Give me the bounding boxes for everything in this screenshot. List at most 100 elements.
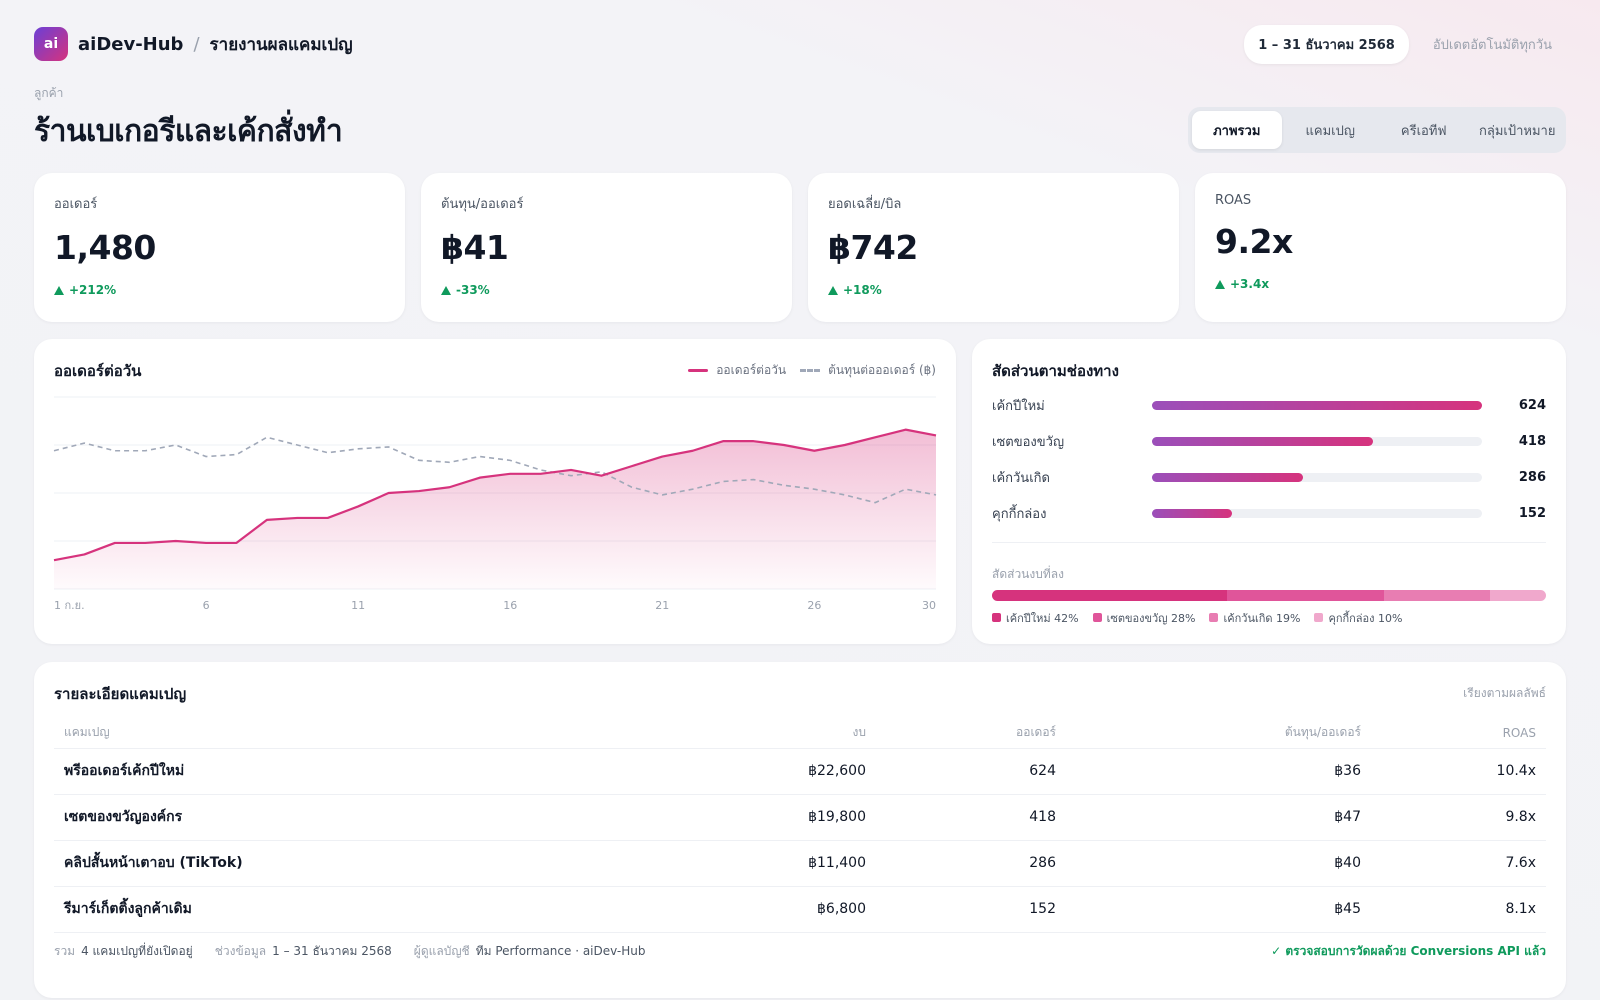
budget-segment[interactable] <box>1490 590 1546 601</box>
channel-bar <box>1152 400 1482 410</box>
kpi-label: ROAS <box>1215 193 1252 208</box>
cell-budget: ฿19,800 <box>736 794 876 841</box>
channel-row: เค้กวันเกิด 286 <box>992 469 1546 486</box>
tab-audiences[interactable]: กลุ่มเป้าหมาย <box>1479 123 1556 139</box>
tab-campaigns[interactable]: แคมเปญ <box>1305 123 1355 139</box>
x-tick-label: 16 <box>503 599 517 612</box>
footer-total-label: รวม <box>54 944 76 958</box>
budget-segment[interactable] <box>992 590 1228 601</box>
x-tick-label: 21 <box>655 599 669 612</box>
kpi-label: ต้นทุน/ออเดอร์ <box>441 197 524 212</box>
legend-swatch <box>992 613 1001 622</box>
legend-label: เค้กปีใหม่ 42% <box>1006 612 1079 625</box>
legend-label: คุกกี้กล่อง 10% <box>1328 612 1403 625</box>
kpi-card-orders: ออเดอร์ 1,480 +212% <box>34 173 405 322</box>
kpi-delta: +3.4x <box>1215 277 1546 291</box>
kpi-label: ยอดเฉลี่ย/บิล <box>828 197 902 212</box>
daily-orders-chart[interactable]: 1 ก.ย. 6 11 16 21 26 30 <box>34 339 956 644</box>
footer-range-label: ช่วงข้อมูล <box>214 944 267 958</box>
cell-orders: 286 <box>876 840 1066 887</box>
breadcrumb-page: รายงานผลแคมเปญ <box>209 34 353 55</box>
col-cost-per-order[interactable]: ต้นทุน/ออเดอร์ <box>1066 718 1371 749</box>
app-logo[interactable]: ai <box>34 27 68 61</box>
budget-stacked-bar[interactable] <box>992 590 1546 601</box>
legend-swatch-orders <box>688 369 709 372</box>
budget-legend-item: เซตของขวัญ 28% <box>1092 609 1196 627</box>
budget-legend-item: คุกกี้กล่อง 10% <box>1314 609 1402 627</box>
tab-creatives[interactable]: ครีเอทีฟ <box>1400 123 1447 139</box>
trend-up-icon <box>54 285 64 295</box>
channel-row: เค้กปีใหม่ 624 <box>992 397 1546 414</box>
x-tick-label: 30 <box>922 599 936 612</box>
date-range-picker[interactable]: 1 – 31 ธันวาคม 2568 <box>1244 24 1409 64</box>
budget-legend-item: เค้กวันเกิด 19% <box>1209 609 1300 627</box>
kpi-value: ฿41 <box>441 228 509 267</box>
cell-campaign: พรีออเดอร์เค้กปีใหม่ <box>54 748 736 795</box>
budget-legend-item: เค้กปีใหม่ 42% <box>992 609 1079 627</box>
table-row[interactable]: พรีออเดอร์เค้กปีใหม่ ฿22,600 624 ฿36 10.… <box>54 748 1546 795</box>
col-campaign[interactable]: แคมเปญ <box>54 718 736 749</box>
cell-orders: 152 <box>876 886 1066 933</box>
legend-cost: ต้นทุนต่อออเดอร์ (฿) <box>828 363 936 377</box>
table-row[interactable]: รีมาร์เก็ตติ้งลูกค้าเดิม ฿6,800 152 ฿45 … <box>54 886 1546 933</box>
col-budget[interactable]: งบ <box>736 718 876 749</box>
client-label: ลูกค้า <box>34 86 64 100</box>
view-tabs: ภาพรวม แคมเปญ ครีเอทีฟ กลุ่มเป้าหมาย <box>1188 107 1566 153</box>
table-row[interactable]: คลิปสั้นหน้าเตาอบ (TikTok) ฿11,400 286 ฿… <box>54 840 1546 887</box>
chart-title: ออเดอร์ต่อวัน <box>54 362 142 380</box>
chart-legend: ออเดอร์ต่อวัน ต้นทุนต่อออเดอร์ (฿) <box>688 361 936 380</box>
channel-bar <box>1152 508 1482 518</box>
col-orders[interactable]: ออเดอร์ <box>876 718 1066 749</box>
budget-legend: เค้กปีใหม่ 42% เซตของขวัญ 28% เค้กวันเกิด … <box>992 609 1546 627</box>
cost-per-order-line <box>53 436 937 504</box>
legend-orders: ออเดอร์ต่อวัน <box>716 363 787 377</box>
channel-bar-fill <box>1152 472 1304 482</box>
budget-segment[interactable] <box>1383 590 1491 601</box>
x-tick-label: 26 <box>807 599 821 612</box>
x-tick-label: 11 <box>351 599 365 612</box>
sort-control[interactable]: เรียงตามผลลัพธ์ <box>1463 686 1546 700</box>
campaign-table-card: รายละเอียดแคมเปญ เรียงตามผลลัพธ์ แคมเปญ … <box>34 662 1566 998</box>
table-title: รายละเอียดแคมเปญ <box>54 685 187 703</box>
verified-status: ✓ ตรวจสอบการวัดผลด้วย Conversions API แล… <box>1271 944 1546 958</box>
channel-value: 418 <box>1518 433 1546 449</box>
channel-title: สัดส่วนตามช่องทาง <box>992 362 1119 380</box>
channel-split-card: สัดส่วนตามช่องทาง เค้กปีใหม่ 624 เซตของข… <box>972 339 1566 644</box>
kpi-card-roas: ROAS 9.2x +3.4x <box>1195 173 1566 322</box>
cell-orders: 624 <box>876 748 1066 795</box>
kpi-value: ฿742 <box>828 228 918 267</box>
cell-roas: 10.4x <box>1371 748 1546 795</box>
channel-value: 286 <box>1518 469 1546 485</box>
legend-label: เซตของขวัญ 28% <box>1106 612 1196 625</box>
kpi-delta-value: +18% <box>843 283 882 297</box>
orders-line <box>53 428 937 562</box>
kpi-value: 1,480 <box>54 228 156 267</box>
auto-update-note: อัปเดตอัตโนมัติทุกวัน <box>1432 37 1552 53</box>
budget-segment[interactable] <box>1227 590 1384 601</box>
kpi-delta-value: +3.4x <box>1230 277 1270 291</box>
col-roas[interactable]: ROAS <box>1371 718 1546 749</box>
orders-area <box>54 429 936 589</box>
campaign-table: แคมเปญ งบ ออเดอร์ ต้นทุน/ออเดอร์ ROAS พร… <box>54 718 1546 933</box>
cell-orders: 418 <box>876 794 1066 841</box>
tab-overview[interactable]: ภาพรวม <box>1192 111 1282 149</box>
kpi-value: 9.2x <box>1215 222 1293 261</box>
cell-budget: ฿11,400 <box>736 840 876 887</box>
cell-roas: 9.8x <box>1371 794 1546 841</box>
cell-cost: ฿47 <box>1066 794 1371 841</box>
cell-campaign: เซตของขวัญองค์กร <box>54 794 736 841</box>
channel-row: เซตของขวัญ 418 <box>992 433 1546 450</box>
trend-up-icon <box>441 285 451 295</box>
table-row[interactable]: เซตของขวัญองค์กร ฿19,800 418 ฿47 9.8x <box>54 794 1546 841</box>
app-name[interactable]: aiDev-Hub <box>78 33 184 55</box>
table-footer: รวม 4 แคมเปญที่ยังเปิดอยู่ ช่วงข้อมูล 1 … <box>54 942 1546 961</box>
header-right: 1 – 31 ธันวาคม 2568 อัปเดตอัตโนมัติทุกวั… <box>1244 24 1566 64</box>
cell-cost: ฿40 <box>1066 840 1371 887</box>
kpi-card-avg-bill: ยอดเฉลี่ย/บิล ฿742 +18% <box>808 173 1179 322</box>
legend-swatch <box>1209 613 1219 622</box>
cell-budget: ฿6,800 <box>736 886 876 933</box>
cell-cost: ฿36 <box>1066 748 1371 795</box>
legend-swatch <box>1092 613 1102 622</box>
divider <box>992 542 1546 543</box>
channel-value: 624 <box>1518 397 1546 413</box>
